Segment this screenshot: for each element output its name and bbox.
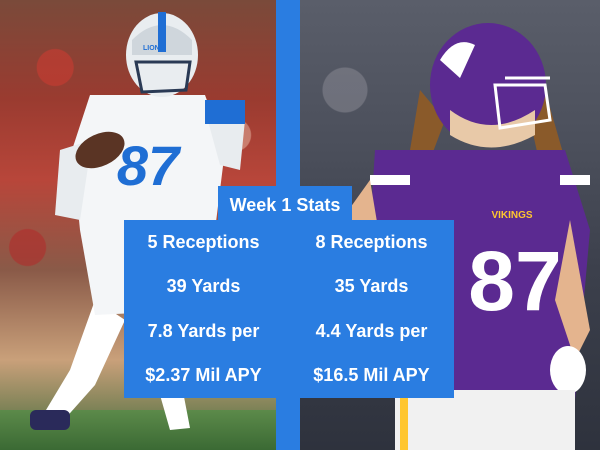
left-apy: $2.37 Mil APY [145,365,262,386]
right-yards-per: 4.4 Yards per [315,320,428,341]
stats-title: Week 1 Stats [229,194,341,215]
right-receptions: 8 Receptions [315,231,428,252]
left-yards: 39 Yards [166,276,241,297]
left-yards-per: 7.8 Yards per [147,320,260,341]
vikings-jersey-number: 87 [468,234,561,328]
right-apy: $16.5 Mil APY [313,365,430,386]
stats-header: Week 1 Stats [218,186,352,224]
lions-helmet-text: LIONS [143,45,165,52]
lions-jersey-number: 87 [117,134,182,197]
left-receptions: 5 Receptions [147,231,260,252]
stats-table: 5 Receptions 8 Receptions 39 Yards 35 Ya… [124,220,454,398]
right-yards: 35 Yards [334,276,409,297]
vikings-jersey-text: VIKINGS [491,210,532,221]
